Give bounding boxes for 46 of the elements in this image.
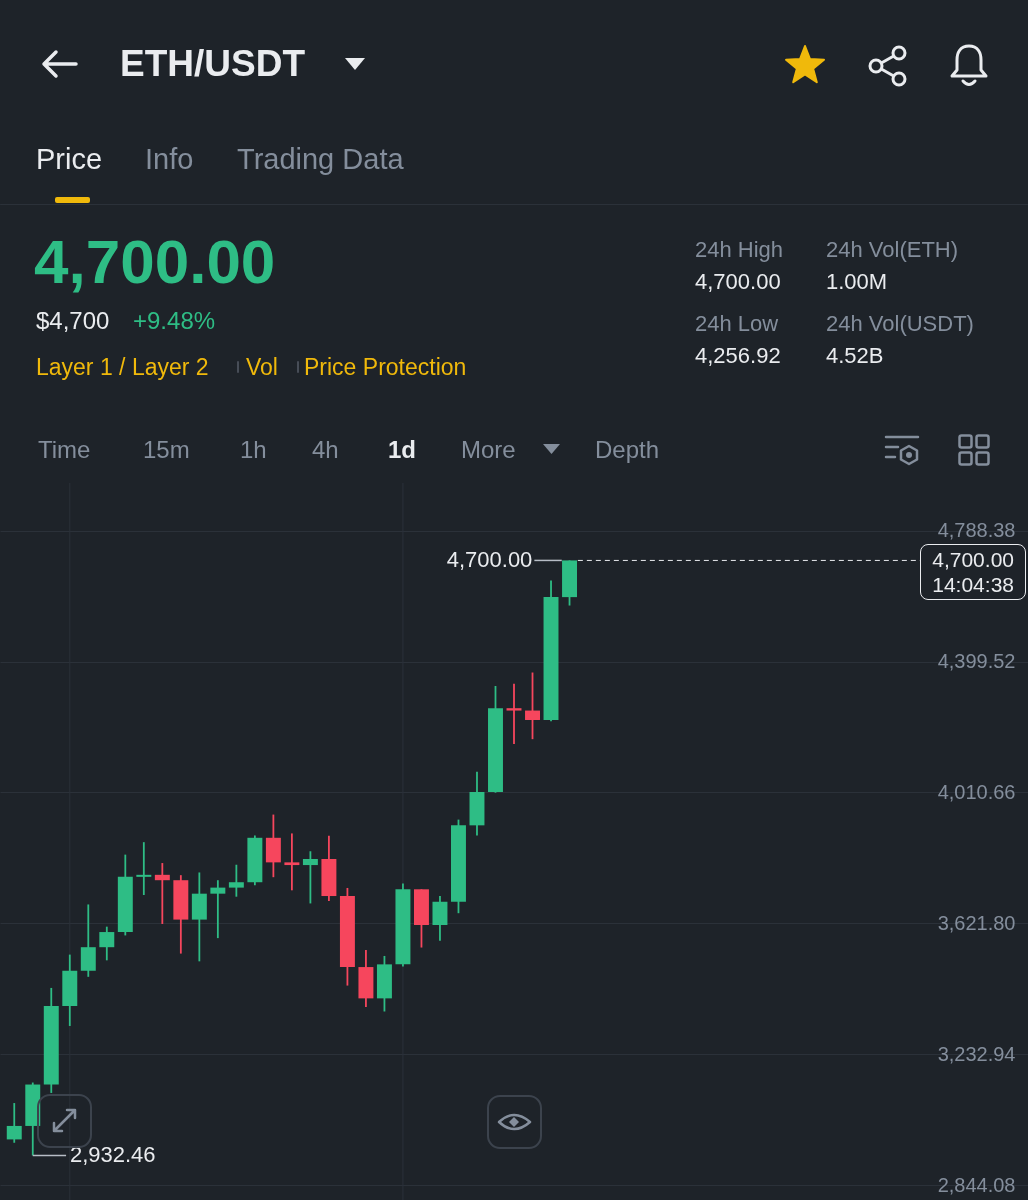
text: 24h Low — [695, 311, 779, 337]
text: 1d — [388, 436, 417, 464]
candlestick — [432, 895, 448, 942]
text: Time — [38, 436, 91, 464]
text: Layer 1 / Layer 2 — [36, 353, 209, 381]
text: More — [461, 436, 516, 464]
text: +9.48% — [133, 307, 216, 335]
y-tick-label: 4,399.52 — [937, 650, 1016, 673]
candlestick — [136, 841, 152, 896]
ref-line-label: 4,700.00 14:04:38 — [920, 544, 1026, 601]
text: 4,700.00 — [34, 226, 276, 298]
y-tick-label: 3,621.80 — [937, 911, 1016, 934]
text: 4h — [312, 436, 339, 464]
annotation: 4,700.00 — [446, 547, 533, 573]
text: Price Protection — [304, 353, 467, 381]
candlestick — [525, 671, 540, 741]
text: Trading Data — [237, 143, 404, 177]
text: Depth — [595, 436, 660, 464]
y-tick-label: 4,010.66 — [937, 780, 1016, 803]
candlestick — [228, 863, 244, 898]
candlestick — [506, 682, 522, 745]
text: 4,700.00 — [695, 269, 781, 295]
candlestick — [154, 862, 170, 925]
text: 24h Vol(USDT) — [826, 311, 974, 337]
text: 4.52B — [826, 343, 884, 369]
candlestick — [210, 879, 226, 940]
text: 15m — [143, 436, 190, 464]
text: $4,700 — [36, 307, 110, 335]
text: 1h — [240, 436, 267, 464]
text: 1.00M — [826, 269, 888, 295]
annotation: 2,932.46 — [69, 1142, 156, 1168]
text: 24h High — [695, 237, 784, 263]
candlestick — [6, 1102, 22, 1144]
chart-title: ETH/USDT — [120, 42, 305, 86]
y-tick-label: 4,788.38 — [937, 519, 1016, 542]
text: Price — [36, 143, 103, 177]
candlestick — [80, 903, 96, 978]
candlestick — [284, 832, 300, 892]
candlestick — [99, 925, 115, 962]
text: Vol — [246, 353, 278, 381]
text: 4,256.92 — [695, 343, 781, 369]
y-tick-label: 2,844.08 — [937, 1173, 1016, 1196]
y-tick-label: 3,232.94 — [937, 1042, 1016, 1065]
text: 24h Vol(ETH) — [826, 237, 959, 263]
text: Info — [145, 143, 194, 177]
candlestick — [302, 850, 318, 905]
